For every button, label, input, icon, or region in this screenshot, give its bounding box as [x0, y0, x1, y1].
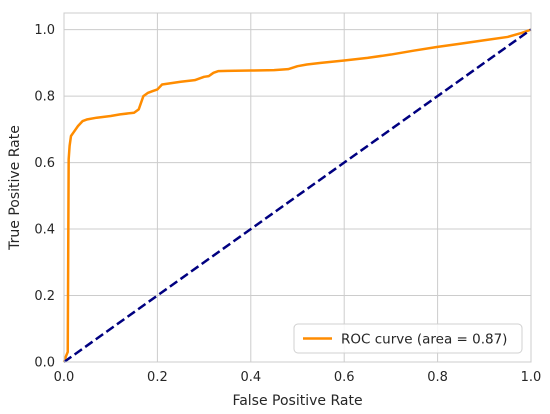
- x-tick-label: 0.0: [54, 370, 75, 385]
- legend-entry-roc: ROC curve (area = 0.87): [341, 332, 507, 348]
- legend: ROC curve (area = 0.87): [293, 323, 523, 354]
- y-tick-label: 0.8: [34, 90, 55, 105]
- x-tick-label: 0.6: [334, 370, 355, 385]
- y-axis-label: True Positive Rate: [7, 125, 23, 251]
- y-tick-label: 1.0: [34, 23, 55, 38]
- y-tick-label: 0.2: [34, 289, 55, 304]
- y-tick-label: 0.0: [34, 356, 55, 371]
- y-tick-label: 0.6: [34, 156, 55, 171]
- plot-frame: [63, 12, 532, 363]
- legend-box: [293, 323, 523, 354]
- diagonal-reference-line: [63, 28, 532, 364]
- roc-curve-line: [62, 28, 532, 363]
- x-axis-ticks: 0.0 0.2 0.4 0.6 0.8 1.0: [54, 370, 542, 385]
- y-axis-ticks: 0.0 0.2 0.4 0.6 0.8 1.0: [34, 23, 55, 370]
- x-axis-label: False Positive Rate: [232, 393, 362, 409]
- y-tick-label: 0.4: [34, 223, 55, 238]
- x-tick-label: 0.4: [240, 370, 261, 385]
- x-tick-label: 0.2: [147, 370, 168, 385]
- x-tick-label: 1.0: [521, 370, 542, 385]
- plot-area: [62, 28, 532, 364]
- x-tick-label: 0.8: [427, 370, 448, 385]
